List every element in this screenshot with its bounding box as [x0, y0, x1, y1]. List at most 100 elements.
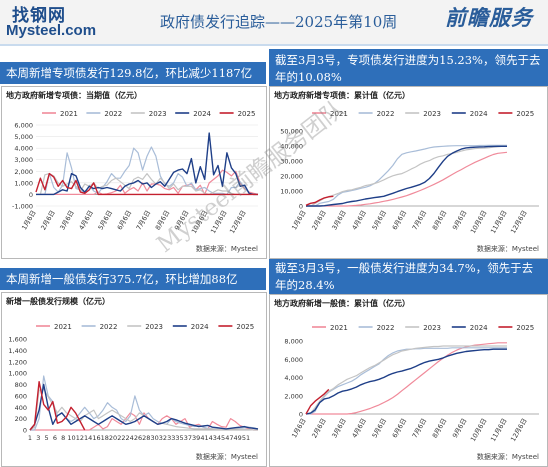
x-tick-label: 10月6日 [469, 209, 489, 235]
x-tick-label: 9月6日 [451, 209, 469, 231]
x-tick-label: 7月6日 [411, 209, 429, 231]
x-tick-label: 11月6日 [209, 209, 229, 235]
chart-title: 地方政府新增专项债：当期值（亿元） [6, 91, 142, 100]
x-tick-label: 8月6日 [431, 417, 449, 439]
legend-label-2021: 2021 [330, 110, 348, 118]
legend-label-2025: 2025 [238, 110, 256, 118]
y-tick-label: 800 [15, 381, 27, 389]
legend-label-2025: 2025 [236, 323, 254, 331]
x-tick-label: 18 [101, 434, 109, 442]
y-tick-label: 6,000 [284, 356, 303, 364]
x-tick-label: 4月6日 [350, 417, 368, 439]
chart-svg-general-cumulative: 2021 2022 2023 2024 2025 0 2,000 4,000 6,000 8,00… [284, 324, 539, 443]
x-tick-label: 10 [67, 434, 75, 442]
y-tick-label: 1,200 [8, 358, 27, 366]
page-title: 政府债发行追踪——2025年第10周 [160, 13, 398, 31]
y-tick-label: 1,000 [14, 179, 33, 187]
x-tick-label: 28 [142, 434, 150, 442]
legend-label-2021: 2021 [330, 324, 348, 332]
x-tick-label: 4月6日 [77, 209, 95, 231]
y-tick-label: 20,000 [280, 173, 303, 181]
x-tick-label: 10月6日 [190, 209, 210, 235]
x-tick-label: 6 [53, 434, 57, 442]
series-line-2025 [35, 172, 258, 196]
y-tick-label: 6,000 [14, 122, 33, 130]
x-tick-label: 16 [92, 434, 100, 442]
x-tick-label: 32 [159, 434, 167, 442]
chart-title: 新增一般债发行规模（亿元） [6, 297, 110, 306]
y-tick-label: -1,000 [12, 203, 33, 211]
series-line-2024 [29, 383, 259, 431]
series-line-2021 [36, 169, 259, 196]
y-tick-label: 4,000 [14, 145, 33, 153]
chart-panel-general-weekly: 新增一般债发行规模（亿元） 2021 2022 2023 2024 2025 0 200 40… [1, 292, 267, 467]
summary-bar-general-weekly: 本周新增一般债发行375.7亿，环比增加88亿 [0, 268, 266, 290]
x-tick-label: 5 [45, 434, 49, 442]
x-tick-label: 35 [175, 434, 183, 442]
legend-label-2022: 2022 [377, 324, 395, 332]
x-tick-label: 3月6日 [330, 417, 348, 439]
x-tick-label: 12月6日 [509, 209, 529, 235]
legend-label-2023: 2023 [423, 324, 441, 332]
x-tick-label: 47 [225, 434, 233, 442]
chart-svg-general-weekly: 2021 2022 2023 2024 202502004006008001,0001,… [8, 323, 259, 442]
x-tick-label: 9月6日 [173, 209, 191, 231]
legend-label-2024: 2024 [191, 323, 209, 331]
series-line-2021 [30, 412, 258, 431]
y-tick-label: 8,000 [284, 338, 303, 346]
x-tick-label: 5月6日 [371, 209, 389, 231]
series-line-2025 [305, 195, 334, 206]
y-tick-label: 5,000 [14, 133, 33, 141]
x-tick-label: 1月6日 [290, 209, 308, 231]
summary-bar-special-progress: 截至3月3号，专项债发行进度为15.23%，领先于去年的10.08% [269, 49, 548, 86]
x-tick-label: 9月6日 [451, 417, 469, 439]
x-tick-label: 26 [134, 434, 142, 442]
x-tick-label: 41 [200, 434, 208, 442]
y-tick-label: 4,000 [284, 374, 303, 382]
x-tick-label: 51 [242, 434, 250, 442]
header-band: 找钢网 Mysteel.com 政府债发行追踪——2025年第10周 前瞻服务 [0, 0, 548, 46]
series-line-2022 [306, 144, 507, 207]
summary-bar-general-progress: 截至3月3号，一般债发行进度为34.7%，领先于去年的28.4% [269, 257, 548, 294]
chart-title: 地方政府新增专项债：累计值（亿元） [274, 91, 410, 100]
logo-cn-text: 找钢网 [12, 6, 66, 26]
x-tick-label: 43 [209, 434, 217, 442]
x-tick-label: 33 [167, 434, 175, 442]
series-line-2024 [305, 348, 507, 415]
chart-svg-special-cumulative: 2021 2022 2023 2024 2025 0 10,000 20,000 30,000 4… [280, 110, 539, 235]
x-tick-label: 2月6日 [310, 417, 328, 439]
chart-panel-special-weekly: 地方政府新增专项债：当期值（亿元） 2021 2022 2023 2024 2025 -1… [1, 86, 267, 259]
data-source: 数据来源：Mysteel [195, 245, 258, 253]
y-tick-label: 0 [299, 203, 303, 211]
series-line-2023 [305, 345, 507, 415]
series-line-2021 [306, 342, 507, 415]
x-tick-label: 7月6日 [411, 417, 429, 439]
x-tick-label: 2月6日 [310, 209, 328, 231]
legend-label-2024: 2024 [193, 110, 211, 118]
brand-mark: 前瞻服务 [445, 5, 533, 30]
series-line-2023 [306, 145, 508, 207]
x-tick-label: 12月6日 [509, 417, 529, 443]
x-tick-label: 4月6日 [350, 209, 368, 231]
x-tick-label: 5月6日 [371, 417, 389, 439]
x-tick-label: 12 [76, 434, 84, 442]
mysteel-logo: 找钢网 Mysteel.com [2, 1, 96, 41]
y-tick-label: 0 [23, 427, 27, 435]
legend-label-2023: 2023 [145, 323, 163, 331]
x-tick-label: 45 [217, 434, 225, 442]
legend-label-2024: 2024 [470, 110, 488, 118]
series-line-2025 [29, 380, 86, 431]
x-tick-label: 6月6日 [116, 209, 134, 231]
series-line-2021 [306, 151, 508, 207]
x-tick-label: 8 [61, 434, 65, 442]
series-line-2025 [305, 388, 330, 415]
summary-bar-special-weekly: 本周新增专项债发行129.8亿，环比减少1187亿 [0, 62, 266, 84]
y-tick-label: 1,600 [8, 336, 27, 344]
data-source: 数据来源：Mysteel [476, 245, 539, 253]
y-tick-label: 2,000 [14, 168, 33, 176]
series-line-2024 [36, 132, 258, 196]
y-tick-label: 400 [15, 404, 27, 412]
chart-title: 地方政府新增一般债：累计值（亿元） [274, 299, 410, 308]
y-tick-label: 600 [15, 392, 27, 400]
x-tick-label: 49 [234, 434, 242, 442]
